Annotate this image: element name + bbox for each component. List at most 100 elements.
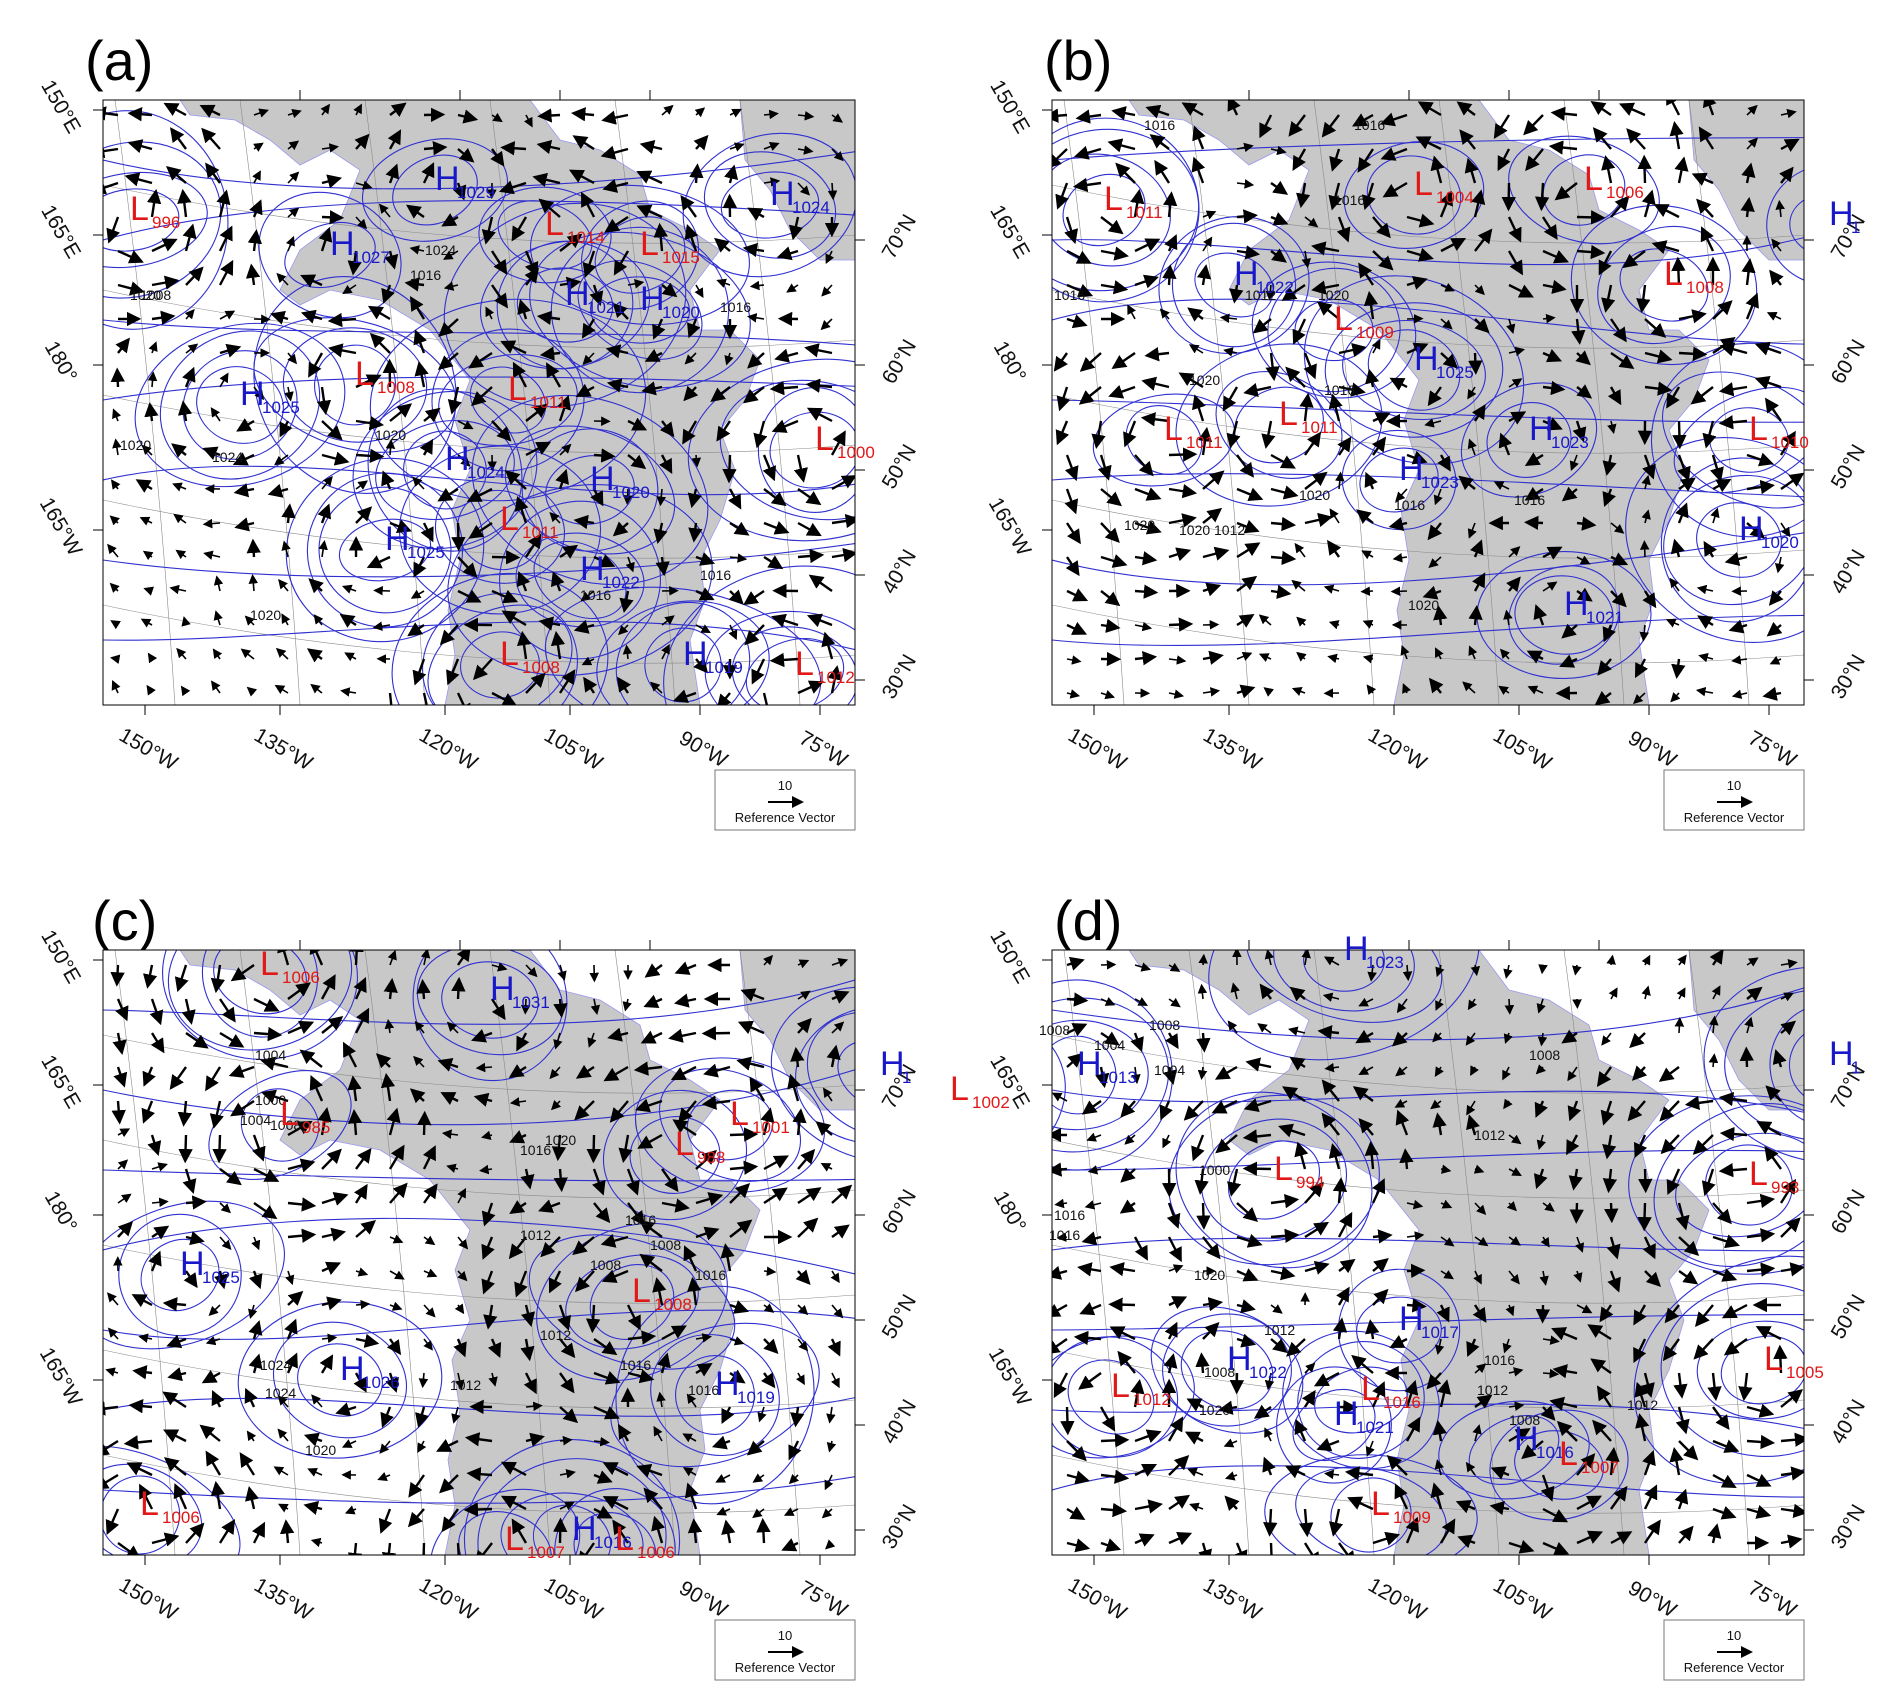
- map-figure: 150°E165°E180°165°W70°N60°N50°N40°N30°N1…: [0, 0, 950, 850]
- pressure-symbol: L: [130, 190, 149, 228]
- pressure-value: 1004: [1436, 188, 1474, 207]
- arrow-icon: [1542, 965, 1543, 973]
- pressure-value: 1017: [1421, 1323, 1459, 1342]
- pressure-value: 996: [152, 213, 180, 232]
- map-figure: 150°E165°E180°165°W70°N60°N50°N40°N30°N1…: [949, 850, 1899, 1700]
- map-figure: 150°E165°E180°165°W70°N60°N50°N40°N30°N1…: [949, 0, 1899, 850]
- arrow-icon: [1067, 999, 1086, 1001]
- isobar-label: 1012: [1627, 1397, 1658, 1413]
- lon-label-bottom: 90°W: [675, 727, 731, 773]
- arrow-icon: [1271, 1543, 1272, 1569]
- arrow-icon: [118, 1101, 120, 1122]
- lon-label-left: 150°E: [985, 76, 1034, 137]
- pressure-value: 1001: [752, 1118, 790, 1137]
- pressure-value: 1027: [352, 248, 390, 267]
- isobar-label: 1020: [1199, 1402, 1230, 1418]
- pressure-value: 1022: [1249, 1363, 1287, 1382]
- isobar-label: 1024: [425, 242, 456, 258]
- pressure-value: 1025: [407, 543, 445, 562]
- isobar-label: 1008: [650, 1237, 681, 1253]
- pressure-symbol: L: [500, 635, 519, 673]
- lon-label-left: 180°: [40, 1187, 82, 1236]
- isobar-label: 1024: [212, 449, 243, 465]
- pressure-value: 1024: [792, 198, 830, 217]
- arrow-icon: [1475, 607, 1477, 625]
- pressure-symbol: H: [1514, 1420, 1539, 1458]
- pressure-symbol: L: [1559, 1435, 1578, 1473]
- arrow-icon: [1392, 591, 1407, 592]
- arrow-icon: [1203, 1203, 1204, 1228]
- isobar-label: 1020: [120, 437, 151, 453]
- isobar-label: 1016: [1054, 1207, 1085, 1223]
- lon-label-left: 180°: [989, 1187, 1031, 1236]
- pressure-value: 1008: [522, 658, 560, 677]
- arrow-icon: [1101, 1440, 1127, 1441]
- isobar-label: 1012: [450, 1377, 481, 1393]
- arrow-icon: [763, 1520, 764, 1543]
- high-pressure-center: H1: [1829, 1035, 1860, 1077]
- lon-label-bottom: 90°W: [675, 1577, 731, 1623]
- pressure-symbol: L: [1764, 1340, 1783, 1378]
- arrow-icon: [1577, 217, 1603, 218]
- isobar-label: 1012: [1477, 1382, 1508, 1398]
- lon-label-left: 150°E: [36, 926, 85, 987]
- lat-label: 30°N: [878, 651, 921, 703]
- lat-label: 60°N: [878, 1186, 921, 1238]
- lon-label-bottom: 105°W: [540, 724, 606, 776]
- arrow-icon: [1679, 353, 1705, 354]
- pressure-value: 1007: [1581, 1458, 1619, 1477]
- lon-label-bottom: 135°W: [1199, 724, 1265, 776]
- lat-label: 30°N: [1827, 1501, 1870, 1553]
- pressure-value: 1020: [1761, 533, 1799, 552]
- pressure-symbol: H: [1829, 195, 1854, 233]
- pressure-symbol: H: [435, 160, 460, 198]
- pressure-value: 1006: [637, 1543, 675, 1562]
- pressure-symbol: H: [385, 520, 410, 558]
- arrow-icon: [424, 1113, 425, 1135]
- pressure-value: 1025: [202, 1268, 240, 1287]
- arrow-icon: [1405, 1151, 1407, 1169]
- isobar-label: 1004: [1154, 1062, 1185, 1078]
- pressure-value: 1008: [377, 378, 415, 397]
- pressure-symbol: L: [640, 225, 659, 263]
- arrow-icon: [1046, 115, 1067, 117]
- pressure-symbol: L: [1371, 1485, 1390, 1523]
- pressure-symbol: H: [640, 280, 665, 318]
- pressure-value: 994: [1296, 1173, 1324, 1192]
- pressure-symbol: H: [490, 970, 515, 1008]
- pressure-value: 1024: [467, 463, 505, 482]
- isobar-label: 1020: [1124, 517, 1155, 533]
- arrow-icon: [1169, 267, 1170, 285]
- isobar-label: 1012: [1214, 522, 1245, 538]
- isobar-label: 1020: [1299, 487, 1330, 503]
- arrow-icon: [1576, 1203, 1577, 1222]
- pressure-value: 1016: [1383, 1393, 1421, 1412]
- arrow-icon: [1203, 1033, 1204, 1050]
- pressure-symbol: H: [330, 225, 355, 263]
- isobar-label: 1008: [1039, 1022, 1070, 1038]
- pressure-symbol: H: [580, 550, 605, 588]
- isobar-label: 1008: [1149, 1017, 1180, 1033]
- arrow-icon: [1611, 1203, 1612, 1221]
- arrow-icon: [1541, 183, 1543, 209]
- arrow-icon: [1169, 624, 1191, 625]
- isobar-label: 1016: [620, 1357, 651, 1373]
- pressure-value: 1: [1851, 1058, 1860, 1077]
- arrow-icon: [469, 1473, 492, 1475]
- map-figure: 150°E165°E180°165°W70°N60°N50°N40°N30°N1…: [0, 850, 950, 1700]
- pressure-value: 1007: [527, 1543, 565, 1562]
- pressure-symbol: H: [683, 635, 708, 673]
- isobar-label: 1020: [305, 1442, 336, 1458]
- pressure-symbol: L: [1334, 300, 1353, 338]
- arrow-icon: [764, 1271, 775, 1272]
- lon-label-bottom: 75°W: [795, 1577, 851, 1623]
- isobar-label: 1000: [1199, 1162, 1230, 1178]
- pressure-symbol: H: [1077, 1045, 1102, 1083]
- arrow-icon: [466, 1509, 492, 1510]
- lon-label-bottom: 75°W: [1744, 727, 1800, 773]
- pressure-value: 1006: [162, 1508, 200, 1527]
